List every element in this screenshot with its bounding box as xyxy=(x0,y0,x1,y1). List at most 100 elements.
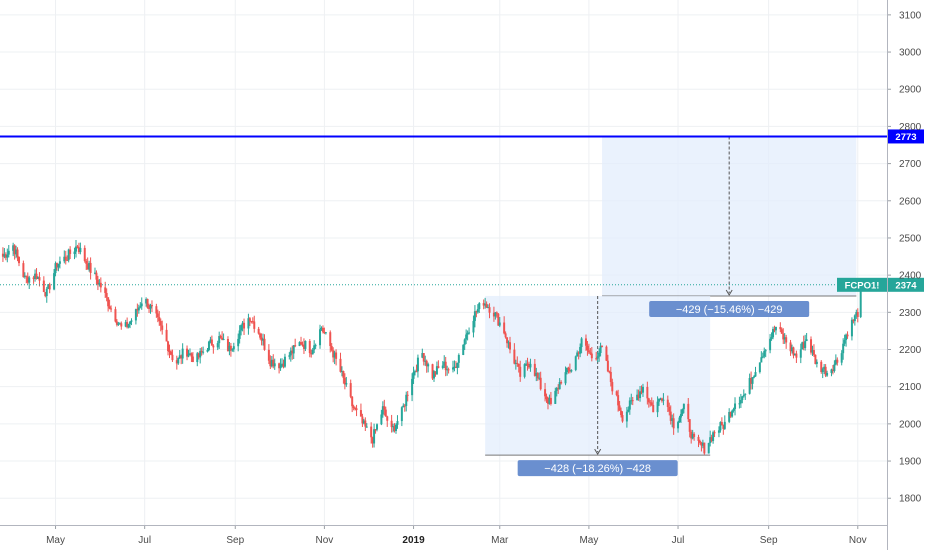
candle-body xyxy=(523,364,526,377)
measure-label: −429 (−15.46%) −429 xyxy=(676,304,783,316)
candle-body xyxy=(802,342,805,349)
candle-body xyxy=(751,377,754,384)
candle-body xyxy=(555,388,558,391)
candle-body xyxy=(842,343,845,354)
candle-body xyxy=(628,400,631,410)
candle-body xyxy=(15,249,18,255)
candle-body xyxy=(422,353,425,362)
candle-body xyxy=(342,370,345,378)
candle-body xyxy=(773,328,776,331)
candle-body xyxy=(260,337,263,341)
candle-body xyxy=(232,346,235,350)
horizontal-line-label: 2773 xyxy=(895,132,916,143)
candle-body xyxy=(85,260,88,264)
candle-body xyxy=(177,358,180,364)
candle-body xyxy=(451,367,454,370)
candle-body xyxy=(671,418,674,421)
candle-body xyxy=(190,353,193,357)
candle-body xyxy=(570,369,573,372)
candle-body xyxy=(228,345,231,351)
candle-body xyxy=(599,345,602,353)
candle-body xyxy=(26,276,29,283)
candle-body xyxy=(114,309,117,322)
candle-body xyxy=(712,432,715,441)
candle-body xyxy=(793,353,796,356)
candle-body xyxy=(579,347,582,354)
candle-body xyxy=(393,426,396,431)
price-axis[interactable]: 1800 1900 2000 2100 2200 2300 2400 2500 2600 2700… xyxy=(887,0,922,550)
candle-body xyxy=(392,426,395,428)
measure-labels[interactable]: −429 (−15.46%) −429 −428 (−18.26%) −428 xyxy=(517,300,810,477)
candle-body xyxy=(304,341,307,349)
x-tick-label: Mar xyxy=(491,535,509,546)
candle-body xyxy=(156,313,159,318)
candle-body xyxy=(1,253,4,257)
candle-body xyxy=(405,394,408,406)
candle-body xyxy=(558,382,561,390)
candle-body xyxy=(660,398,663,401)
candle-body xyxy=(283,356,286,367)
candle-body xyxy=(649,402,652,404)
measure-label-box[interactable] xyxy=(649,300,810,317)
candle-body xyxy=(129,321,132,325)
candle-body xyxy=(774,327,777,331)
candle-body xyxy=(446,369,449,371)
candle-body xyxy=(241,322,244,326)
candle-body xyxy=(354,407,357,409)
candle-body xyxy=(738,403,741,405)
candle-body xyxy=(760,357,763,363)
candle-body xyxy=(32,277,35,280)
candle-body xyxy=(263,338,266,350)
candle-body xyxy=(549,397,552,404)
candle-body xyxy=(332,350,335,358)
candle-body xyxy=(243,322,246,329)
candle-body xyxy=(527,365,530,368)
candle-body xyxy=(291,350,294,354)
candle-body xyxy=(38,277,41,281)
measure-areas[interactable] xyxy=(485,136,857,456)
candle-body xyxy=(22,263,25,278)
candle-body xyxy=(497,313,500,326)
candle-body xyxy=(93,272,96,274)
candle-body xyxy=(269,360,272,367)
candle-body xyxy=(758,362,761,373)
candle-body xyxy=(601,345,604,347)
candle-body xyxy=(365,426,368,428)
candle-body xyxy=(12,245,15,251)
candle-body xyxy=(226,339,229,351)
candle-body xyxy=(492,312,495,317)
time-axis[interactable]: May Jul Sep Nov 2019 Mar May Jul Sep Nov xyxy=(0,525,887,546)
candle-body xyxy=(42,280,45,293)
candle-body xyxy=(627,409,630,412)
candle-body xyxy=(302,344,305,349)
candle-body xyxy=(400,407,403,422)
candle-body xyxy=(105,292,108,298)
candle-body xyxy=(77,247,80,253)
candle-body xyxy=(472,320,475,333)
candle-body xyxy=(447,369,450,371)
candle-body xyxy=(251,321,254,323)
candle-body xyxy=(345,383,348,385)
candle-body xyxy=(590,353,593,359)
y-tick-label: 3100 xyxy=(899,10,922,21)
candle-body xyxy=(54,263,57,274)
horizontal-lines[interactable]: 2773 FCPO1! 2374 xyxy=(0,129,924,292)
candle-body xyxy=(780,329,783,334)
candle-body xyxy=(630,400,633,402)
candle-body xyxy=(371,437,374,444)
candle-body xyxy=(136,309,139,311)
candle-body xyxy=(488,307,491,313)
candle-body xyxy=(741,396,744,401)
candle-body xyxy=(396,421,399,425)
candle-body xyxy=(340,370,343,372)
candle-body xyxy=(659,398,662,400)
measure-label-box[interactable] xyxy=(517,460,678,477)
candle-body xyxy=(127,324,130,328)
candle-body xyxy=(191,356,194,363)
x-tick-label: Nov xyxy=(316,535,334,546)
candle-body xyxy=(250,321,253,323)
symbol-label: FCPO1! xyxy=(845,280,880,291)
candle-body xyxy=(666,399,669,408)
candle-body xyxy=(16,249,19,257)
